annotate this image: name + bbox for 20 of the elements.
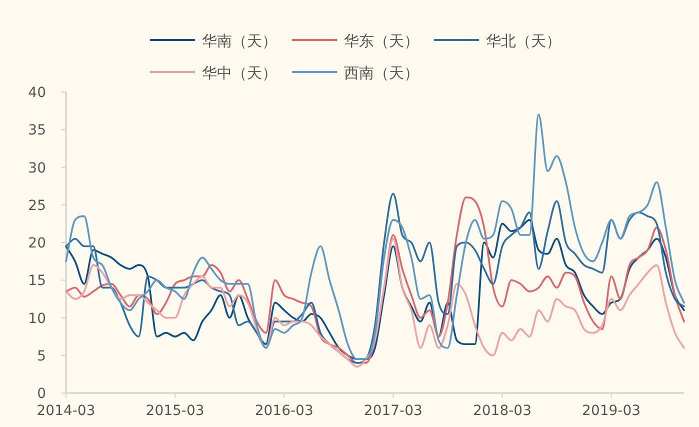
y-tick-label: 15 [28,273,46,290]
legend-label: 华北（天） [486,32,561,50]
y-tick-label: 25 [28,198,46,214]
legend-label: 华中（天） [202,64,277,82]
x-tick-label: 2014-03 [36,403,96,419]
legend-label: 华南（天） [202,32,277,50]
y-tick-label: 30 [28,160,46,176]
x-tick-label: 2019-03 [582,403,641,419]
x-tick-label: 2018-03 [472,403,532,419]
legend-label: 华东（天） [344,32,419,50]
y-tick-label: 0 [37,386,46,402]
y-tick-label: 35 [28,122,46,139]
y-tick-label: 20 [28,236,46,252]
legend-label: 西南（天） [344,64,419,82]
x-tick-label: 2015-03 [146,403,204,419]
y-tick-label: 10 [28,310,46,327]
x-tick-label: 2016-03 [254,403,314,419]
y-tick-label: 40 [28,85,46,101]
y-tick-label: 5 [37,348,46,364]
x-tick-label: 2017-03 [364,403,422,419]
